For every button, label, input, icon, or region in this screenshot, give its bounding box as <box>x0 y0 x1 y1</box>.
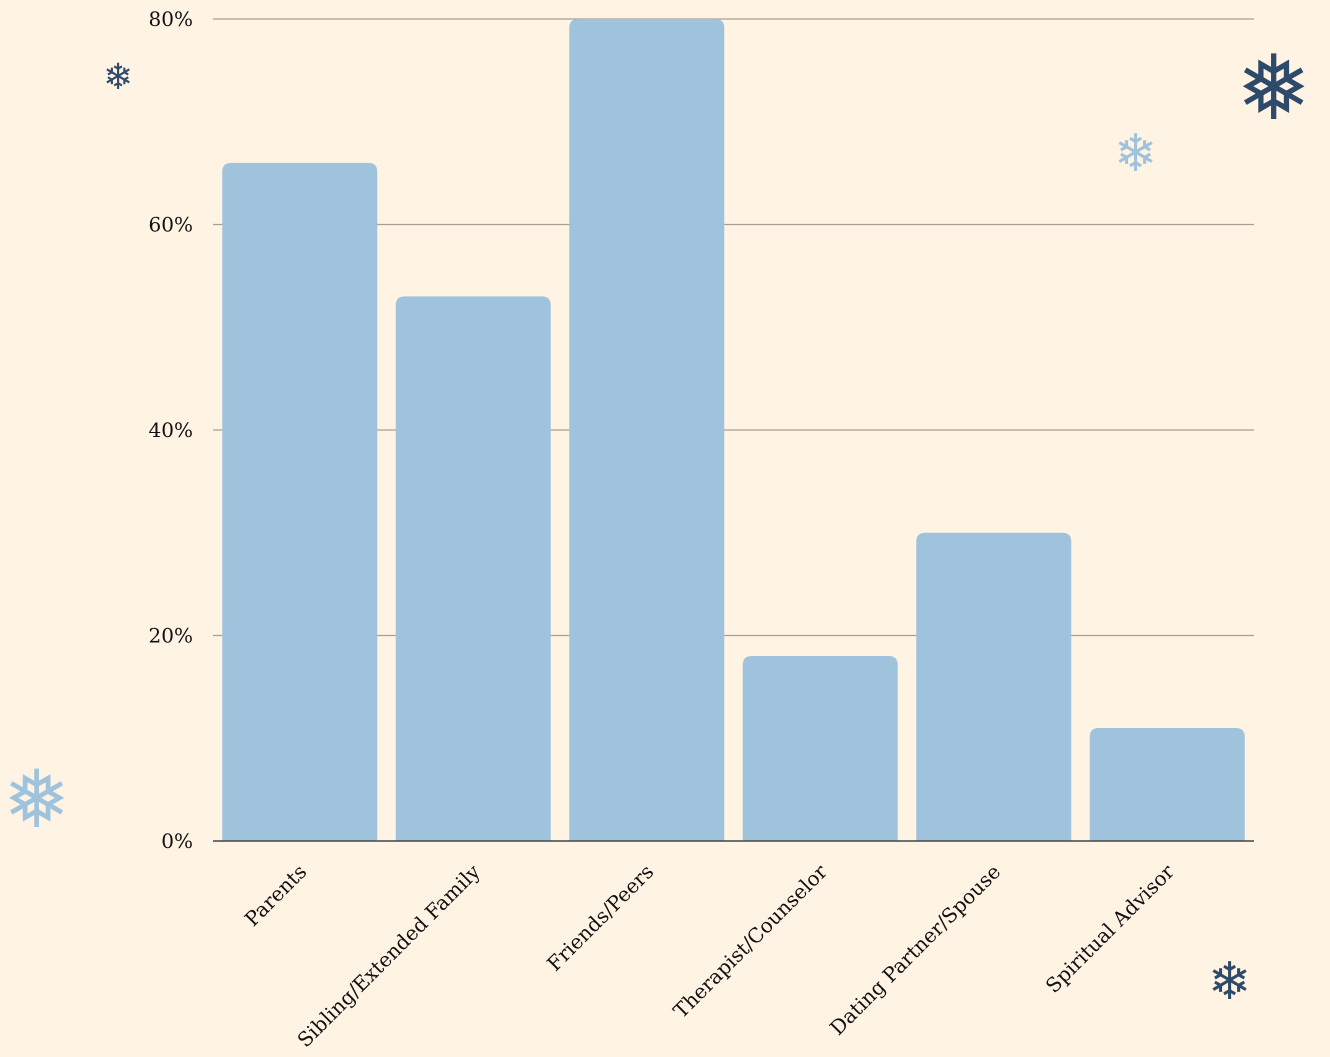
y-tick-label: 40% <box>149 418 193 442</box>
x-tick-label: Parents <box>240 860 311 931</box>
bar-dating-partner-spouse <box>916 532 1072 841</box>
bars <box>222 19 1245 842</box>
snowflake-icon: ❄ <box>1208 952 1252 1012</box>
bar-parents <box>222 162 378 842</box>
y-tick-label: 0% <box>161 829 193 853</box>
y-tick-label: 20% <box>149 624 193 648</box>
y-tick-label: 80% <box>149 7 193 31</box>
y-tick-labels: 0% 20% 40% 60% 80% <box>149 7 193 853</box>
snowflake-icon: ❄ <box>1114 124 1158 184</box>
bar-therapist-counselor <box>742 656 898 841</box>
y-tick-label: 60% <box>149 213 193 237</box>
x-tick-label: Sibling/Extended Family <box>292 859 485 1052</box>
bar-friends-peers <box>569 19 725 841</box>
x-tick-label: Therapist/Counselor <box>668 859 832 1023</box>
snowflake-icon: ❄ <box>103 57 134 98</box>
grid-lines <box>213 18 1254 637</box>
x-tick-label: Dating Partner/Spouse <box>825 860 1005 1040</box>
x-tick-label: Spiritual Advisor <box>1041 859 1179 997</box>
snowflake-icon: ❅ <box>1236 36 1312 141</box>
x-tick-label: Friends/Peers <box>542 860 658 976</box>
snowflake-icon: ❅ <box>3 753 71 846</box>
bar-spiritual-advisor <box>1089 727 1245 841</box>
bar-sibling-extended-family <box>395 296 551 841</box>
